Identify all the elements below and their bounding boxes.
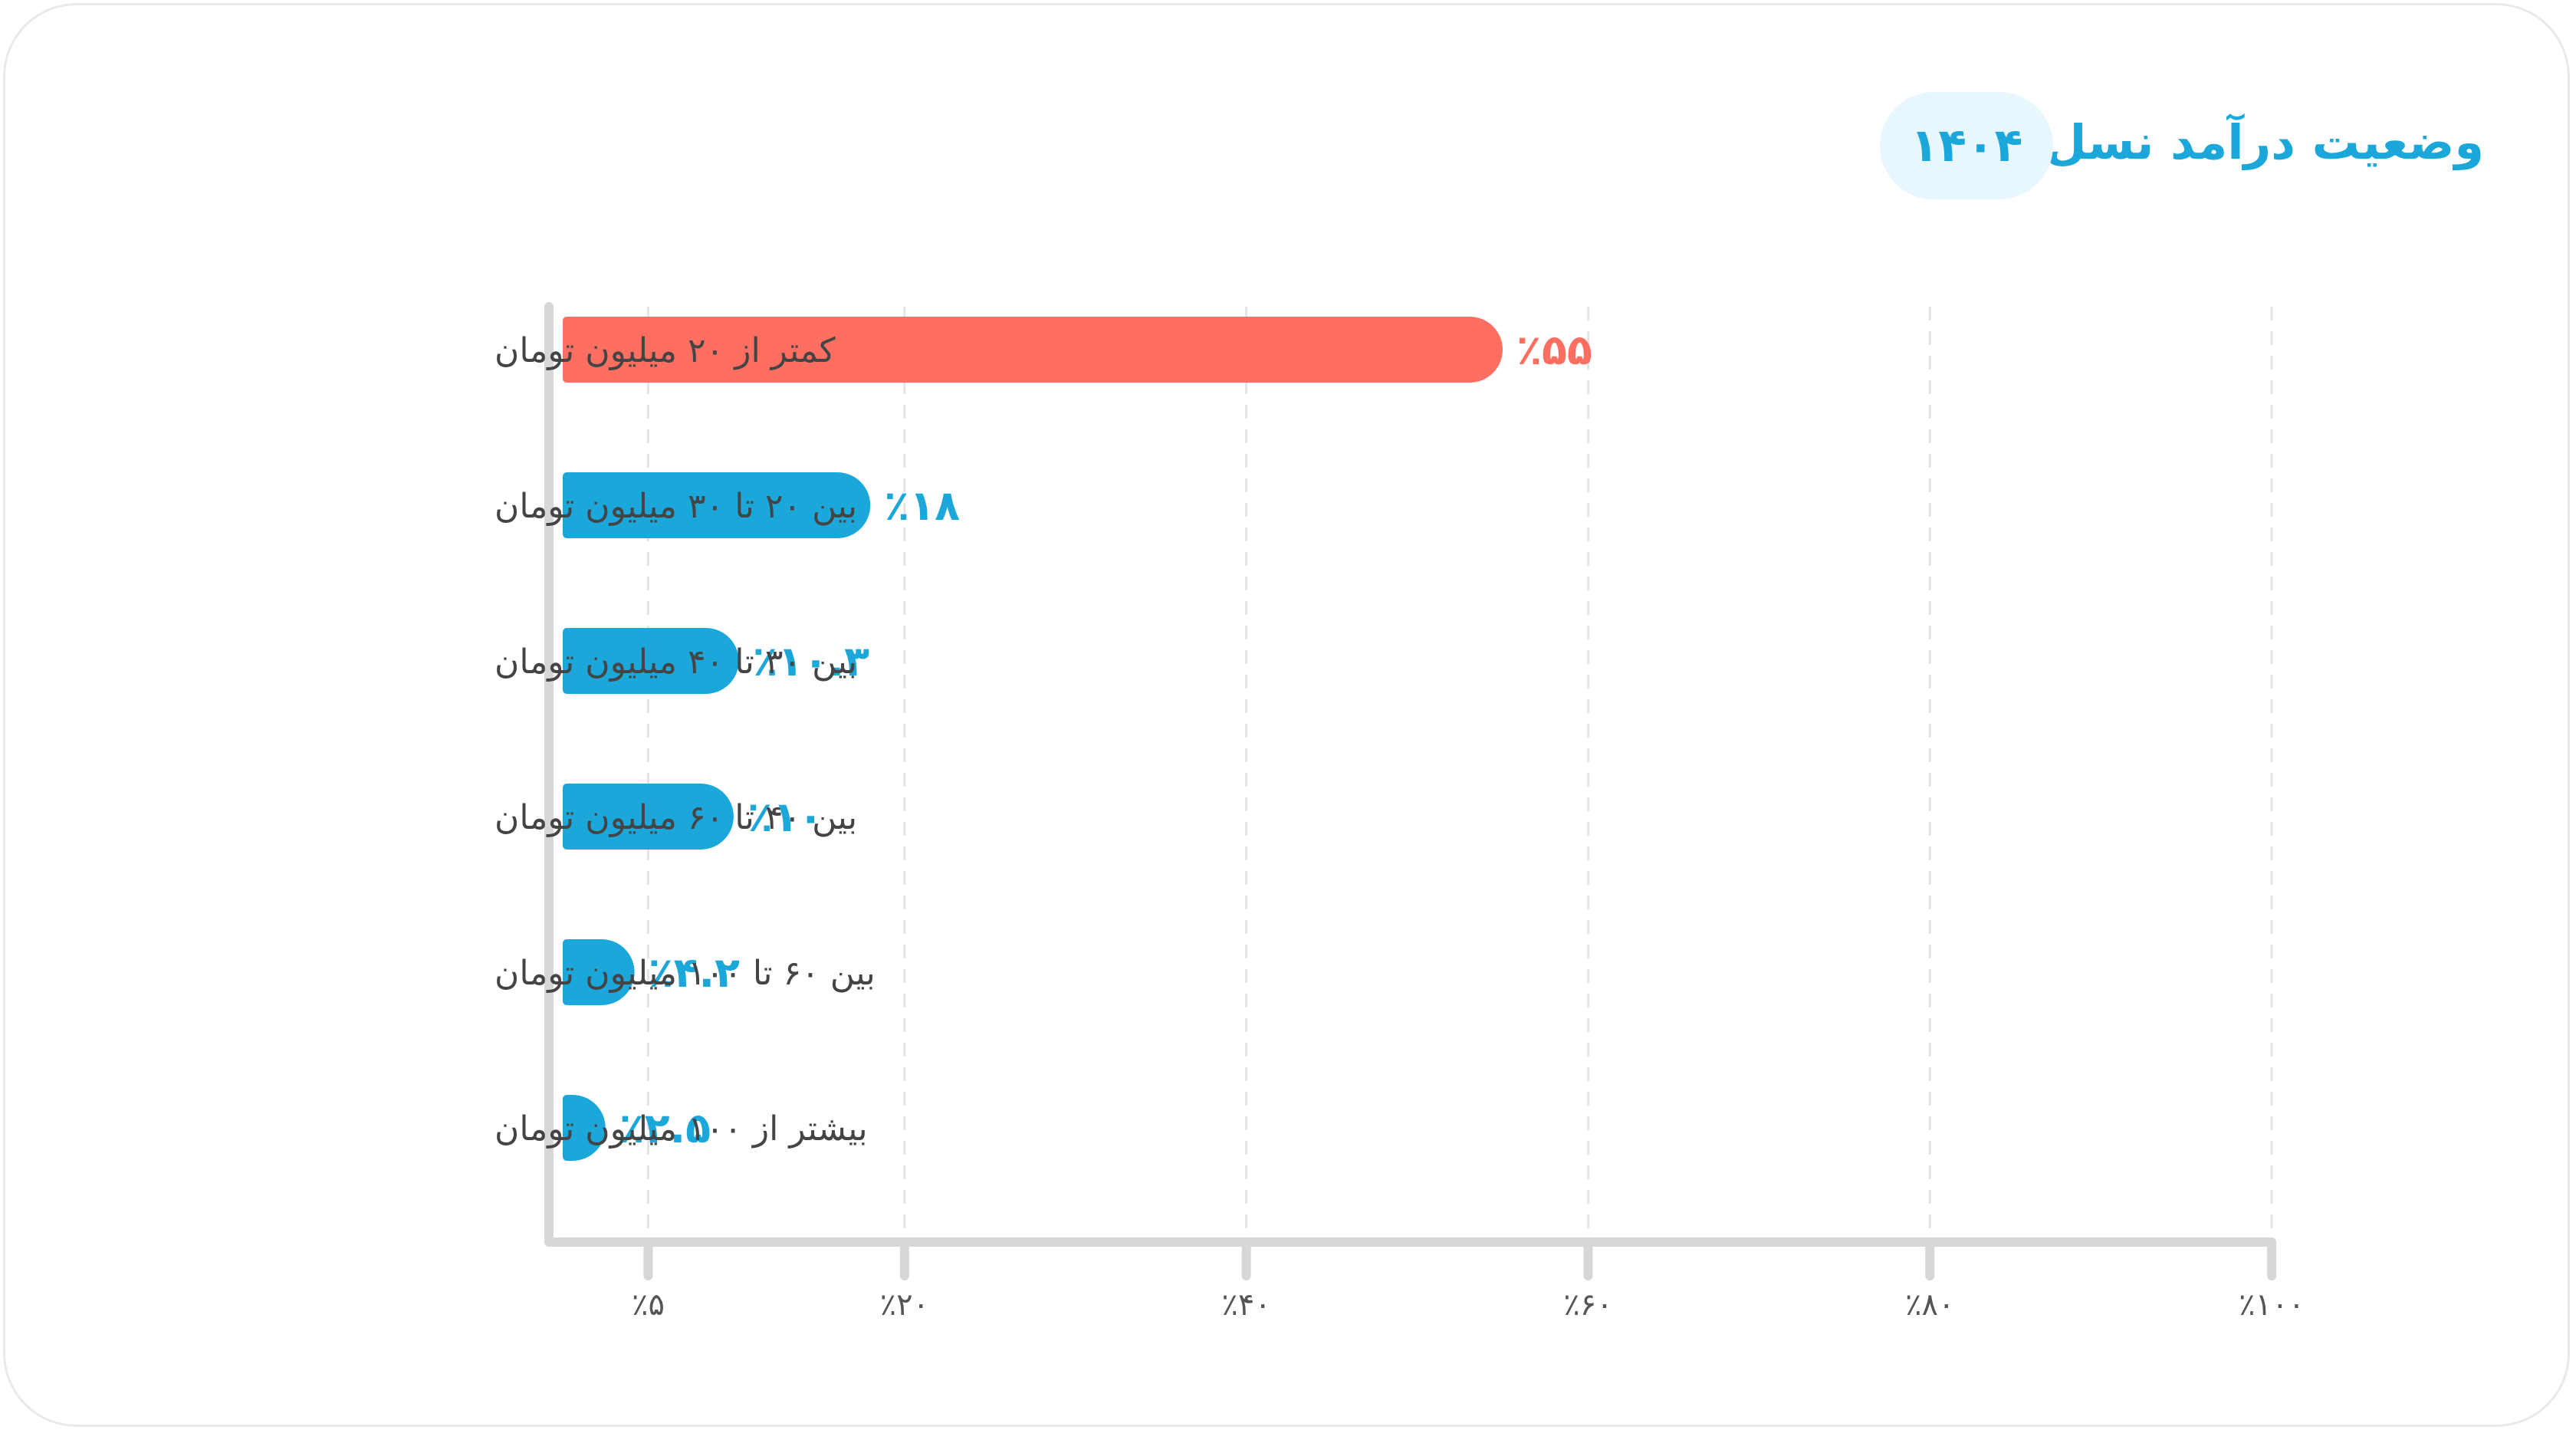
year-badge: ۱۴۰۴ (1880, 92, 2053, 199)
x-tick-label: ٪۸۰ (1905, 1287, 1954, 1323)
x-tick-label: ٪۵ (632, 1287, 665, 1323)
value-label-3: ٪۱۰ (748, 793, 823, 841)
bar-0 (563, 317, 1503, 383)
chart-card (3, 3, 2570, 1427)
bar-3 (563, 784, 734, 850)
category-label-1: بین ۲۰ تا ۳۰ میلیون تومان (495, 487, 857, 526)
axes (544, 302, 2277, 1280)
category-label-0: کمتر از ۲۰ میلیون تومان (495, 331, 836, 370)
category-label-4: بین ۶۰ تا ۱۰۰ میلیون تومان (495, 954, 876, 993)
bar-5 (563, 1095, 606, 1161)
grid-lines (646, 307, 2273, 1239)
bar-1 (563, 472, 871, 538)
bar-4 (563, 939, 635, 1005)
x-tick-label: ٪۶۰ (1563, 1287, 1612, 1323)
value-label-0: ٪۵۵ (1516, 326, 1592, 374)
value-label-5: ٪۲.۵ (619, 1104, 711, 1152)
category-label-5: بیشتر از ۱۰۰ میلیون تومان (495, 1109, 868, 1149)
category-label-2: بین ۳۰ تا ۴۰ میلیون تومان (495, 643, 857, 682)
value-label-2: ٪۱۰.۳ (753, 637, 869, 685)
labels: ٪۵ ٪۲۰ ٪۴۰ ٪۶۰ ٪۸۰ ٪۱۰۰ ٪۵۵ کمتر از ۲۰ میلیون ت… (495, 326, 2305, 1323)
value-label-4: ٪۴.۲ (649, 948, 740, 997)
x-tick-label: ٪۴۰ (1221, 1287, 1270, 1323)
category-label-3: بین ۴۰ تا ۶۰ میلیون تومان (495, 798, 857, 837)
bar-2 (563, 628, 739, 694)
x-tick-label: ٪۲۰ (880, 1287, 929, 1323)
value-label-1: ٪۱۸ (884, 482, 960, 530)
x-tick-label: ٪۱۰۰ (2239, 1287, 2305, 1323)
bars (563, 317, 1503, 1161)
